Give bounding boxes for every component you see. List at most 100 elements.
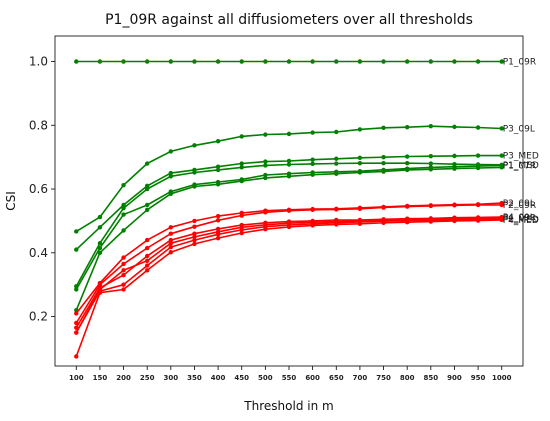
- series-point: [97, 214, 103, 220]
- series-point: [121, 282, 126, 287]
- series-point: [475, 218, 481, 223]
- series-point: [144, 186, 150, 192]
- series-label: P3_09L: [503, 124, 535, 134]
- series-point: [263, 159, 268, 164]
- series-point: [168, 241, 174, 246]
- series-point: [97, 225, 103, 230]
- series-point: [263, 227, 268, 232]
- series-point: [428, 124, 434, 129]
- series-point: [215, 182, 221, 187]
- x-tick-label: 1000: [492, 374, 512, 382]
- series-point: [310, 207, 315, 212]
- series-point: [192, 234, 197, 240]
- series-point: [263, 59, 268, 64]
- x-tick-label: 600: [305, 374, 320, 382]
- x-tick-label: 150: [93, 374, 108, 382]
- series-point: [310, 59, 315, 64]
- x-tick-label: 100: [69, 374, 84, 382]
- series-point: [475, 153, 481, 158]
- series-point: [381, 161, 386, 166]
- series-point: [475, 125, 481, 130]
- series-point: [121, 261, 126, 267]
- series-point: [215, 235, 221, 241]
- series-point: [357, 170, 363, 175]
- x-tick-label: 950: [471, 374, 486, 382]
- series-point: [286, 158, 292, 164]
- series-point: [168, 244, 174, 250]
- series-point: [168, 191, 174, 197]
- series-point: [475, 165, 481, 171]
- series-label: P3_MED: [503, 152, 539, 162]
- series-point: [168, 225, 174, 230]
- series-point: [334, 161, 339, 166]
- series-point: [310, 130, 315, 135]
- series-point: [121, 59, 126, 64]
- series-point: [74, 59, 79, 64]
- series-point: [452, 166, 457, 171]
- series-point: [381, 125, 386, 131]
- series-point: [215, 139, 221, 144]
- series-point: [97, 241, 103, 246]
- series-layer: [74, 59, 504, 359]
- series-point: [381, 220, 386, 226]
- series-point: [192, 224, 197, 229]
- series-point: [381, 205, 386, 210]
- series-point: [74, 311, 79, 316]
- x-tick-label: 250: [140, 374, 155, 382]
- series-point: [452, 59, 457, 64]
- series-label: P2_09L: [503, 199, 535, 209]
- series-point: [168, 149, 174, 154]
- series-point: [428, 167, 434, 172]
- series-point: [168, 59, 174, 64]
- series-label: P4_MED: [503, 216, 539, 226]
- series-point: [334, 156, 339, 161]
- series-point: [74, 325, 79, 330]
- series-point: [121, 228, 126, 233]
- series-point: [428, 154, 434, 159]
- series-point: [263, 163, 268, 168]
- series-label: P4_09R: [503, 214, 536, 224]
- series-point: [121, 183, 126, 188]
- series-point: [310, 161, 315, 167]
- series-point: [192, 231, 197, 236]
- series-point: [334, 207, 339, 212]
- series-point: [74, 354, 79, 359]
- series-point: [121, 255, 126, 260]
- series-point: [404, 167, 410, 173]
- series-point: [215, 232, 221, 237]
- series-point: [499, 165, 504, 170]
- series-point: [97, 250, 103, 256]
- series-point: [192, 237, 197, 243]
- series-point: [286, 59, 292, 64]
- series-point: [452, 203, 457, 208]
- series-point: [499, 217, 504, 223]
- series-point: [286, 174, 292, 179]
- series-point: [404, 59, 410, 64]
- series-point: [97, 290, 103, 295]
- series-point: [499, 202, 504, 208]
- series-point: [381, 169, 386, 174]
- series-point: [357, 127, 363, 132]
- x-tick-label: 200: [116, 374, 131, 382]
- x-tick-label: 400: [211, 374, 226, 382]
- series-point: [74, 320, 79, 326]
- series-point: [144, 59, 150, 64]
- series-point: [404, 204, 410, 209]
- series-point: [215, 59, 221, 64]
- series-point: [475, 59, 481, 64]
- series-point: [168, 237, 174, 243]
- series-point: [144, 253, 150, 259]
- x-tick-label: 900: [447, 374, 462, 382]
- y-tick-label: 1.0: [29, 55, 48, 69]
- series-point: [192, 170, 197, 175]
- x-tick-label: 650: [329, 374, 344, 382]
- x-tick-label: 350: [187, 374, 202, 382]
- series-point: [144, 258, 150, 263]
- series-point: [357, 155, 363, 160]
- series-point: [357, 161, 363, 166]
- x-tick-label: 500: [258, 374, 273, 382]
- series-point: [404, 220, 410, 225]
- series-point: [381, 59, 386, 64]
- x-axis-label: Threshold in m: [243, 399, 333, 413]
